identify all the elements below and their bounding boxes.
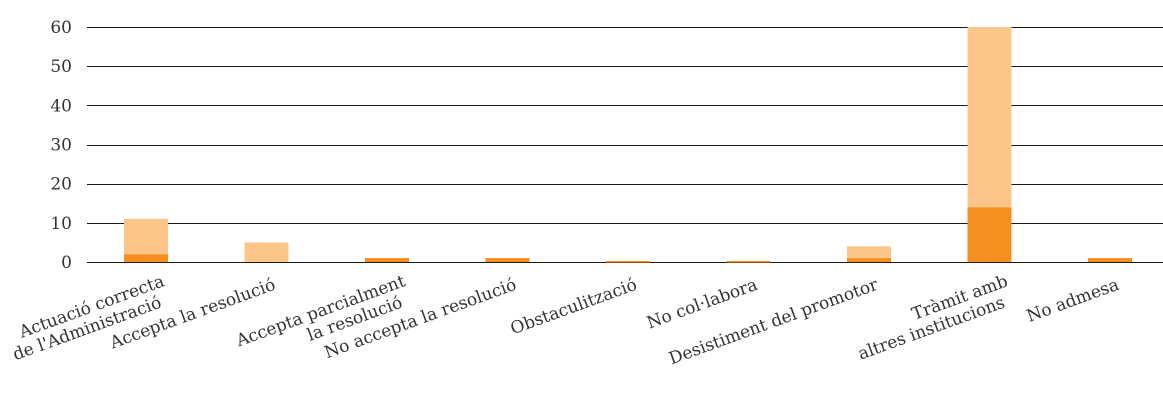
y-tick-label: 50	[50, 57, 72, 77]
x-category-label-line: Desistiment del promotor	[666, 275, 881, 370]
bar-series1-cat3	[365, 258, 409, 262]
x-category-label-line: No admesa	[1024, 275, 1122, 327]
x-category-label: Obstaculització	[508, 275, 640, 339]
gridlines	[87, 27, 1163, 263]
y-axis-tick-labels: 0 10 20 30 40 50 60	[50, 18, 72, 273]
bar-series2-cat1	[124, 218, 168, 255]
bar-zero-cat6	[726, 261, 771, 263]
bar-series1-cat4	[485, 258, 530, 262]
bar-series1-cat1	[124, 254, 168, 262]
x-axis-category-labels: Actuació correctade l'AdministracióAccep…	[4, 271, 1122, 370]
x-category-label-line: Obstaculització	[508, 275, 640, 339]
y-tick-label: 0	[61, 253, 72, 273]
bar-series1-cat9	[1088, 258, 1132, 262]
x-category-label: Desistiment del promotor	[666, 275, 881, 370]
bar-series2-cat2	[244, 242, 289, 262]
bar-series2-cat7	[847, 246, 891, 259]
bar-zero-cat5	[606, 261, 650, 263]
y-tick-label: 10	[50, 214, 72, 234]
bar-series1-cat8	[967, 207, 1012, 262]
x-category-label: Actuació correctade l'Administració	[4, 271, 174, 365]
bar-series1-cat7	[847, 258, 891, 262]
bar-series2-cat8	[967, 27, 1012, 208]
bars	[124, 27, 1132, 263]
y-tick-label: 30	[50, 136, 72, 156]
y-tick-label: 20	[50, 175, 72, 195]
y-tick-label: 40	[50, 96, 72, 116]
y-tick-label: 60	[50, 18, 72, 38]
x-category-label: No admesa	[1024, 275, 1122, 327]
